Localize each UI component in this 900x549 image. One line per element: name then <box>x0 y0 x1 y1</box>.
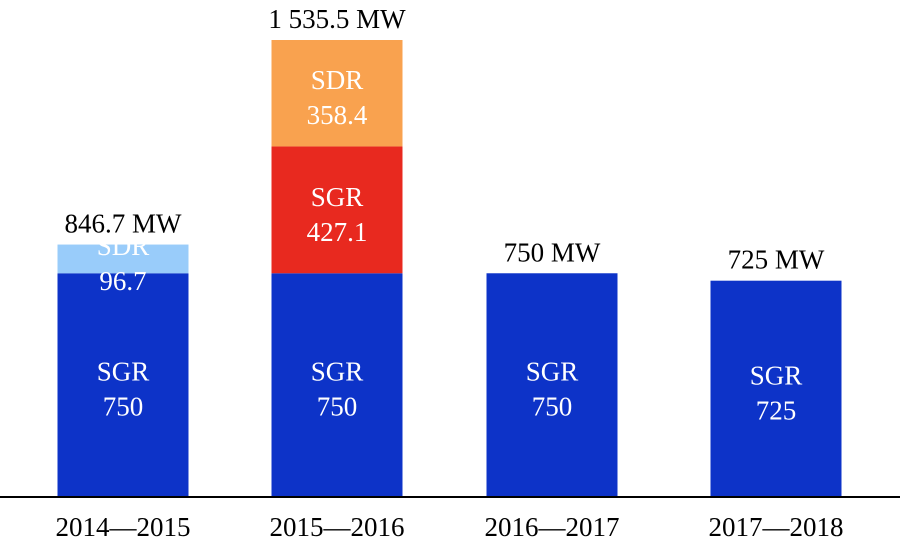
bar-total-label: 846.7 MW <box>65 209 183 239</box>
bars-group <box>57 40 842 496</box>
bar-segment <box>486 273 618 496</box>
x-tick-label: 2015—2016 <box>270 512 405 542</box>
segment-value-label: 750 <box>317 392 358 422</box>
bar-segment <box>57 244 189 274</box>
segment-value-label: 725 <box>756 395 797 425</box>
bar-total-label: 725 MW <box>728 245 825 275</box>
x-tick-label: 2014—2015 <box>56 512 191 542</box>
bar-segment <box>710 280 842 496</box>
segment-value-label: 750 <box>103 392 144 422</box>
segment-value-label: 427.1 <box>307 217 368 247</box>
segment-series-label: SGR <box>750 360 803 390</box>
segment-series-label: SDR <box>97 231 150 261</box>
labels-group: SGR 750 SDR 96.7 846.7 MW SGR 750 SGR 427.1 SDR 35… <box>65 4 825 425</box>
bar-total-label: 1 535.5 MW <box>268 4 406 34</box>
bar-segment <box>271 40 403 147</box>
segment-series-label: SGR <box>526 357 579 387</box>
x-tick-label: 2016—2017 <box>485 512 620 542</box>
segment-value-label: 358.4 <box>307 100 368 130</box>
bar-segment <box>271 273 403 496</box>
segment-value-label: 750 <box>532 392 573 422</box>
segment-series-label: SGR <box>311 357 364 387</box>
segment-series-label: SDR <box>311 65 364 95</box>
segment-series-label: SGR <box>311 182 364 212</box>
bar-total-label: 750 MW <box>504 237 601 267</box>
bar-segment <box>57 273 189 496</box>
segment-series-label: SGR <box>97 357 150 387</box>
bar-segment <box>271 146 403 274</box>
x-tick-label: 2017—2018 <box>709 512 844 542</box>
segment-value-label: 96.7 <box>99 266 146 296</box>
x-tick-labels: 2014—2015 2015—2016 2016—2017 2017—2018 <box>56 512 844 542</box>
